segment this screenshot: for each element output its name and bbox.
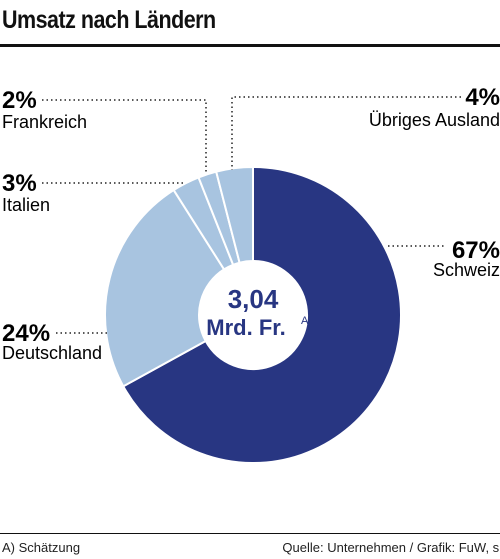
chart-title: Umsatz nach Ländern bbox=[2, 6, 216, 34]
center-value: 3,04 bbox=[228, 284, 279, 314]
center-unit: Mrd. Fr. bbox=[206, 315, 285, 340]
slices-group bbox=[104, 165, 402, 464]
leader-lines-group bbox=[42, 96, 461, 334]
leader-line-frankreich bbox=[42, 99, 207, 172]
center-unit-text: Mrd. Fr. bbox=[206, 315, 285, 340]
pct-label-deutschland: 24% bbox=[2, 320, 50, 347]
title-rule bbox=[0, 44, 500, 47]
pct-label-frankreich: 2% bbox=[2, 87, 37, 114]
category-label-deutschland: Deutschland bbox=[2, 343, 102, 363]
source-credit: Quelle: Unternehmen / Grafik: FuW, sm bbox=[282, 540, 500, 555]
pct-label-schweiz: 67% bbox=[452, 237, 500, 264]
category-label-übriges-ausland: Übriges Ausland bbox=[369, 110, 500, 130]
pct-label-italien: 3% bbox=[2, 170, 37, 197]
category-label-schweiz: Schweiz bbox=[433, 260, 500, 280]
labels-group: 67%Schweiz 24%Deutschland 3%Italien 2%Frank… bbox=[2, 84, 500, 363]
footnote: A) Schätzung bbox=[2, 540, 81, 555]
pct-label-übriges-ausland: 4% bbox=[465, 84, 500, 111]
donut-hole bbox=[199, 261, 307, 369]
category-label-italien: Italien bbox=[2, 195, 50, 215]
leader-line-übriges-ausland bbox=[231, 96, 461, 170]
footer-rule bbox=[0, 533, 500, 534]
category-label-frankreich: Frankreich bbox=[2, 112, 87, 132]
center-footnote-mark: A bbox=[301, 315, 309, 327]
